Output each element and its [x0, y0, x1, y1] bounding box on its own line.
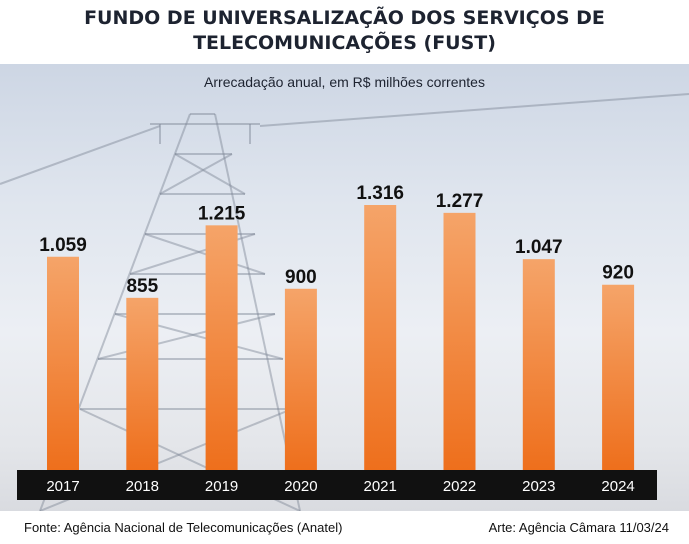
data-label-2017: 1.059 [39, 235, 87, 256]
data-label-2019: 1.215 [198, 203, 246, 224]
source-note: Fonte: Agência Nacional de Telecomunicaç… [24, 520, 343, 535]
data-label-2020: 900 [285, 267, 317, 288]
x-axis-band [17, 470, 657, 500]
chart-title-line-1: FUNDO DE UNIVERSALIZAÇÃO DOS SERVIÇOS DE [84, 7, 605, 29]
x-tick-label-2017: 2017 [46, 478, 79, 495]
bar-2023 [522, 259, 555, 470]
data-label-2021: 1.316 [356, 183, 404, 204]
bar-2020 [284, 288, 317, 470]
bar-2018 [126, 297, 159, 470]
chart-title-line-2: TELECOMUNICAÇÕES (FUST) [193, 32, 496, 54]
x-tick-label-2018: 2018 [126, 478, 159, 495]
bar-2017 [47, 256, 79, 470]
data-label-2023: 1.047 [515, 237, 563, 258]
x-tick-label-2023: 2023 [522, 478, 555, 495]
bar-2019 [205, 225, 238, 470]
bar-2021 [364, 205, 397, 470]
chart-title: FUNDO DE UNIVERSALIZAÇÃO DOS SERVIÇOS DE… [0, 6, 689, 56]
x-tick-label-2022: 2022 [443, 478, 476, 495]
x-tick-label-2021: 2021 [364, 478, 397, 495]
x-tick-label-2020: 2020 [284, 478, 317, 495]
bar-2024 [602, 284, 635, 470]
data-label-2024: 920 [602, 263, 634, 284]
x-tick-label-2024: 2024 [601, 478, 634, 495]
credit-note: Arte: Agência Câmara 11/03/24 [488, 520, 669, 535]
chart-background [0, 64, 689, 511]
bar-2022 [443, 212, 476, 471]
data-label-2018: 855 [126, 276, 158, 297]
data-label-2022: 1.277 [436, 191, 484, 212]
x-tick-label-2019: 2019 [205, 478, 238, 495]
chart-subtitle: Arrecadação anual, em R$ milhões corrent… [204, 74, 485, 90]
